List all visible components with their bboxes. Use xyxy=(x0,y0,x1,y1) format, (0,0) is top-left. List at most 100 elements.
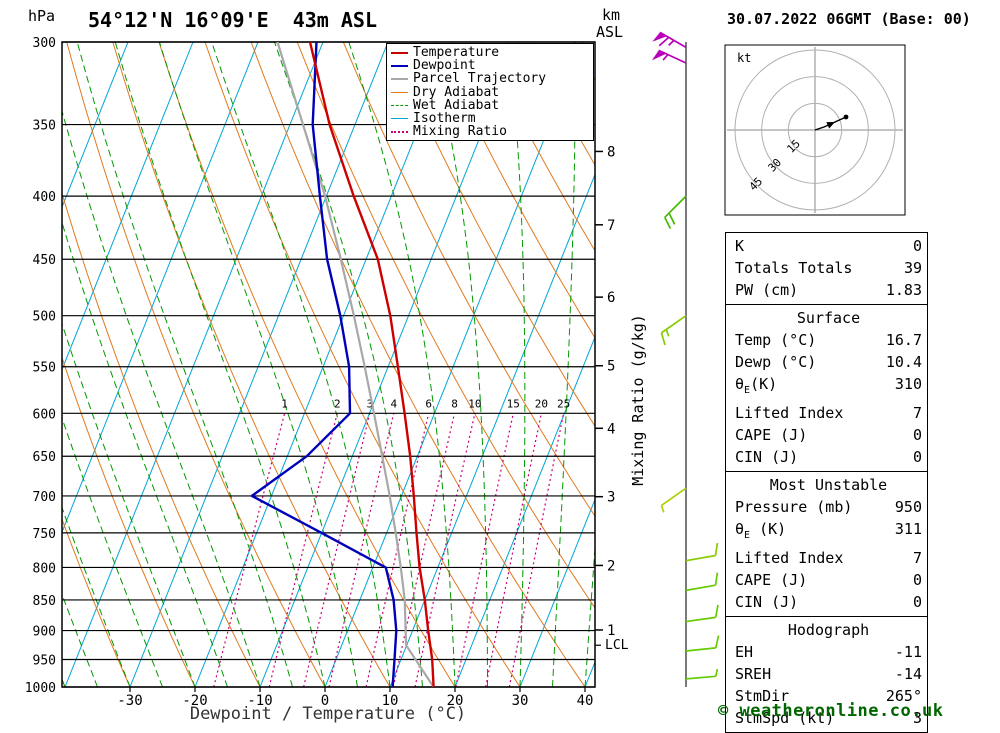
mixing-ratio-line xyxy=(328,413,395,687)
pressure-tick-label: 1000 xyxy=(25,681,56,696)
stats-row: CAPE (J) 0 xyxy=(735,569,922,591)
legend-line-sample xyxy=(391,77,408,80)
stats-row-value: 0 xyxy=(912,571,922,589)
isotherm-line xyxy=(259,42,519,687)
isotherm-line xyxy=(62,42,194,371)
wet-adiabat-line xyxy=(62,322,196,687)
legend-item: Wet Adiabat xyxy=(389,99,593,112)
hodograph-ring xyxy=(761,76,869,184)
mixing-ratio-line xyxy=(303,413,371,687)
km-tick-label: 6 xyxy=(607,290,615,306)
stats-row-value: 0 xyxy=(912,237,922,255)
wet-adiabat-line xyxy=(430,42,488,687)
stats-row-value: 0 xyxy=(912,448,922,466)
legend-line-sample xyxy=(391,91,408,93)
wet-adiabat-line xyxy=(584,542,595,687)
legend-label: Temperature xyxy=(413,45,500,61)
station-title: 54°12'N 16°09'E 43m ASL xyxy=(88,8,377,32)
hodograph-unit-label: kt xyxy=(737,51,751,65)
legend-item: Temperature xyxy=(389,46,593,59)
pressure-tick-label: 400 xyxy=(33,190,56,205)
stats-row-label: StmDir xyxy=(735,687,790,705)
copyright: © weatheronline.co.uk xyxy=(718,701,944,721)
x-tick-label: -30 xyxy=(117,693,142,709)
dry-adiabat-line xyxy=(388,42,595,428)
mixing-ratio-value-label: 6 xyxy=(425,397,432,410)
isotherm-line xyxy=(519,498,595,687)
legend-item: Isotherm xyxy=(389,112,593,125)
stats-row: CIN (J) 0 xyxy=(735,591,922,613)
stats-section-hodograph: Hodograph EH -11 SREH -14 StmDir 265° StmSpd (k… xyxy=(725,616,928,733)
x-tick-label: 0 xyxy=(321,693,329,709)
stats-row-label: PW (cm) xyxy=(735,281,799,299)
lcl-label: LCL xyxy=(605,638,629,653)
x-tick-label: 10 xyxy=(382,693,399,709)
stats-section-most-unstable: Most Unstable Pressure (mb) 950 θE (K) 311 Li… xyxy=(725,471,928,617)
wet-adiabat-line xyxy=(114,42,326,687)
stats-row-label: Lifted Index xyxy=(735,549,844,567)
stats-row-label: CIN (J) xyxy=(735,593,799,611)
legend-line-sample xyxy=(391,118,408,120)
x-tick-label: -10 xyxy=(247,693,272,709)
stats-row: StmDir 265° xyxy=(735,685,922,707)
pressure-tick-label: 850 xyxy=(33,594,56,609)
stats-row-label: Dewp (°C) xyxy=(735,353,817,371)
stats-row-value: 10.4 xyxy=(885,353,922,371)
stats-row: StmSpd (kt) 3 xyxy=(735,707,922,729)
wind-barb xyxy=(664,195,687,230)
km-unit-label: km xyxy=(602,6,621,24)
mixing-ratio-line xyxy=(392,413,456,687)
pressure-tick-label: 750 xyxy=(33,527,56,542)
stats-row: CIN (J) 0 xyxy=(735,446,922,468)
hodograph-ring xyxy=(734,49,896,211)
stats-row: Dewp (°C) 10.4 xyxy=(735,351,922,373)
wind-barb xyxy=(685,668,719,680)
legend-label: Dry Adiabat xyxy=(413,84,500,100)
x-axis-label: Dewpoint / Temperature (°C) xyxy=(189,704,467,724)
x-tick-label: 20 xyxy=(447,693,464,709)
stats-section-header: Hodograph xyxy=(787,621,870,639)
dewpoint-line xyxy=(250,42,398,687)
km-tick-label: 8 xyxy=(607,144,615,160)
legend-label: Wet Adiabat xyxy=(413,97,500,113)
wet-adiabat-line xyxy=(76,42,293,687)
wind-barb xyxy=(660,314,687,346)
wet-adiabat-line xyxy=(62,416,163,687)
legend-label: Mixing Ratio xyxy=(413,124,507,140)
stats-row-value: 3 xyxy=(912,709,922,727)
x-tick-label: 40 xyxy=(577,693,594,709)
stats-row-value: 265° xyxy=(885,687,922,705)
stats-row-value: -14 xyxy=(894,665,922,683)
pressure-tick-label: 450 xyxy=(33,253,56,268)
wet-adiabat-line xyxy=(62,506,131,687)
km-tick-label: 4 xyxy=(607,421,615,437)
dry-adiabat-line xyxy=(62,517,131,687)
wet-adiabat-line xyxy=(62,592,98,687)
isotherm-line xyxy=(324,42,584,687)
mixing-ratio-line xyxy=(213,413,286,687)
pressure-unit-label: hPa xyxy=(28,7,56,25)
pressure-tick-label: 950 xyxy=(33,654,56,669)
stats-row: SREH -14 xyxy=(735,663,922,685)
run-datetime: 30.07.2022 06GMT (Base: 00) xyxy=(727,10,971,28)
isotherm-line xyxy=(62,42,129,209)
mixing-ratio-axis-label: Mixing Ratio (g/kg) xyxy=(629,314,647,486)
hodograph-trace-end-dot xyxy=(843,114,849,120)
legend-item: Parcel Trajectory xyxy=(389,72,593,85)
stats-row-label: θE (K) xyxy=(735,520,787,541)
stats-row: CAPE (J) 0 xyxy=(735,424,922,446)
wind-barb xyxy=(651,49,687,64)
hodograph-storm-arrow xyxy=(826,122,835,129)
stats-row-label: CAPE (J) xyxy=(735,426,808,444)
stats-row: PW (cm) 1.83 xyxy=(735,279,922,301)
stats-row: Pressure (mb) 950 xyxy=(735,496,922,518)
pressure-tick-label: 500 xyxy=(33,310,56,325)
stats-row-value: 311 xyxy=(894,520,922,538)
mixing-ratio-value-label: 2 xyxy=(334,397,341,410)
sounding-profiles xyxy=(250,42,435,687)
wind-barb xyxy=(685,542,719,562)
dry-adiabat-line xyxy=(481,42,595,252)
